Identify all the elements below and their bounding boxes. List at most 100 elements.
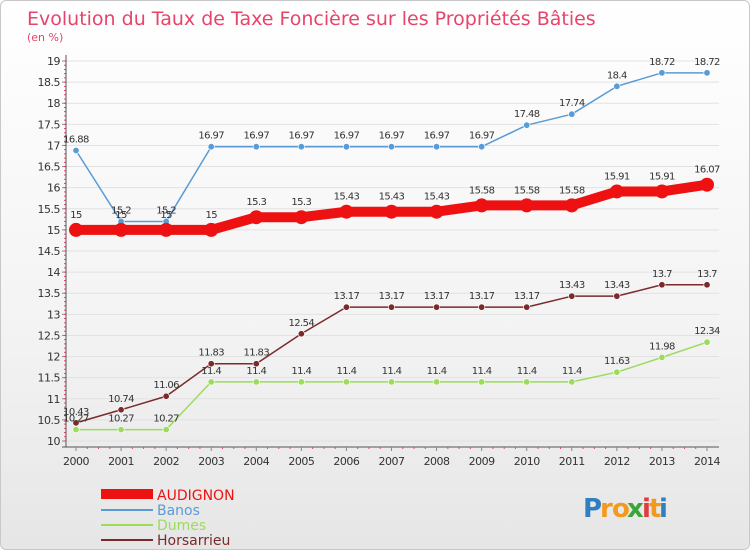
y-tick-label: 10.5 <box>38 414 61 427</box>
data-point-audignon <box>294 210 309 225</box>
data-point-audignon <box>114 222 129 237</box>
data-point-banos <box>658 69 666 77</box>
data-point-dumes <box>342 378 350 386</box>
chart-subtitle: (en %) <box>27 31 63 44</box>
x-tick-label: 2013 <box>649 455 675 468</box>
data-label-audignon: 15.58 <box>514 185 540 196</box>
data-label-horsarrieu: 13.43 <box>604 280 630 291</box>
x-tick-label: 2005 <box>288 455 314 468</box>
data-label-dumes: 11.4 <box>517 366 537 377</box>
data-point-horsarrieu <box>207 360 215 368</box>
data-label-dumes: 11.4 <box>472 366 492 377</box>
data-label-horsarrieu: 13.17 <box>334 291 360 302</box>
data-label-dumes: 10.27 <box>108 414 134 425</box>
data-label-horsarrieu: 11.83 <box>198 348 224 359</box>
legend-label-dumes: Dumes <box>157 518 206 534</box>
data-label-dumes: 11.98 <box>649 341 675 352</box>
data-label-banos: 18.72 <box>649 57 675 68</box>
data-label-horsarrieu: 13.7 <box>697 269 717 280</box>
data-label-audignon: 15.91 <box>604 171 630 182</box>
y-tick-label: 16.5 <box>38 161 61 174</box>
data-point-horsarrieu <box>162 392 170 400</box>
data-point-dumes <box>658 353 666 361</box>
data-label-dumes: 10.27 <box>63 414 89 425</box>
data-point-audignon <box>249 210 264 225</box>
data-point-horsarrieu <box>117 406 125 414</box>
logo-letter: P <box>583 494 602 524</box>
data-point-dumes <box>568 378 576 386</box>
y-tick-label: 15.5 <box>38 203 61 216</box>
x-tick-label: 2009 <box>469 455 495 468</box>
data-label-audignon: 15 <box>70 210 82 221</box>
y-tick-label: 11.5 <box>38 372 61 385</box>
data-point-horsarrieu <box>658 281 666 289</box>
logo-letter: x <box>627 494 644 524</box>
data-point-audignon <box>519 198 534 213</box>
data-label-horsarrieu: 13.17 <box>514 291 540 302</box>
data-label-audignon: 15.43 <box>424 192 450 203</box>
data-point-audignon <box>609 184 624 199</box>
data-label-banos: 16.88 <box>63 135 89 146</box>
data-label-horsarrieu: 12.54 <box>289 318 315 329</box>
y-tick-label: 17.5 <box>38 118 61 131</box>
data-label-audignon: 15.58 <box>559 185 585 196</box>
y-tick-label: 13.5 <box>38 287 61 300</box>
chart-title: Evolution du Taux de Taxe Foncière sur l… <box>27 8 596 30</box>
data-point-banos <box>342 143 350 151</box>
x-tick-label: 2008 <box>424 455 450 468</box>
data-label-horsarrieu: 13.17 <box>379 291 405 302</box>
data-point-dumes <box>523 378 531 386</box>
data-point-horsarrieu <box>703 281 711 289</box>
data-label-dumes: 10.27 <box>153 414 179 425</box>
logo-letter: t <box>649 494 661 524</box>
y-tick-label: 17 <box>47 139 60 152</box>
data-point-audignon <box>384 204 399 219</box>
data-point-dumes <box>117 426 125 434</box>
data-label-dumes: 11.4 <box>427 366 447 377</box>
data-point-audignon <box>654 184 669 199</box>
data-point-dumes <box>613 368 621 376</box>
data-point-audignon <box>564 198 579 213</box>
data-label-dumes: 11.4 <box>382 366 402 377</box>
data-label-audignon: 15.58 <box>469 185 495 196</box>
data-label-horsarrieu: 10.43 <box>63 407 89 418</box>
y-tick-label: 19 <box>47 55 60 68</box>
axes: 10 10.5 11 11.5 12 12.5 13 13.5 14 14.5 15 15.5 16 16… <box>38 55 721 468</box>
data-label-horsarrieu: 13.17 <box>424 291 450 302</box>
data-point-banos <box>387 143 395 151</box>
data-point-horsarrieu <box>252 360 260 368</box>
data-point-dumes <box>252 378 260 386</box>
y-tick-label: 12.5 <box>38 329 61 342</box>
x-tick-label: 2000 <box>63 455 89 468</box>
data-point-banos <box>568 110 576 118</box>
data-point-dumes <box>478 378 486 386</box>
data-label-banos: 16.97 <box>334 131 360 142</box>
logo-letter: i <box>659 494 668 524</box>
logo-letter: o <box>612 494 630 524</box>
data-point-horsarrieu <box>72 419 80 427</box>
legend-label-audignon: AUDIGNON <box>157 488 235 504</box>
data-point-horsarrieu <box>433 303 441 311</box>
logo-letter: r <box>600 494 613 524</box>
data-label-dumes: 11.4 <box>201 366 221 377</box>
data-label-dumes: 11.4 <box>562 366 582 377</box>
x-tick-label: 2011 <box>559 455 585 468</box>
data-label-banos: 16.97 <box>469 131 495 142</box>
data-label-horsarrieu: 13.7 <box>652 269 672 280</box>
data-label-audignon: 15.43 <box>379 192 405 203</box>
data-label-banos: 15.2 <box>111 205 131 216</box>
series-lines <box>69 69 714 434</box>
data-labels: 10.43 10.74 11.06 11.83 11.83 12.54 13.17 13.17… <box>63 57 720 425</box>
data-point-audignon <box>159 222 174 237</box>
data-label-banos: 18.72 <box>694 57 720 68</box>
legend-label-banos: Banos <box>157 503 200 519</box>
data-point-banos <box>523 121 531 129</box>
y-tick-label: 18 <box>47 97 60 110</box>
data-label-banos: 16.97 <box>379 131 405 142</box>
data-label-dumes: 11.4 <box>291 366 311 377</box>
data-label-audignon: 15 <box>160 210 172 221</box>
data-point-dumes <box>297 378 305 386</box>
